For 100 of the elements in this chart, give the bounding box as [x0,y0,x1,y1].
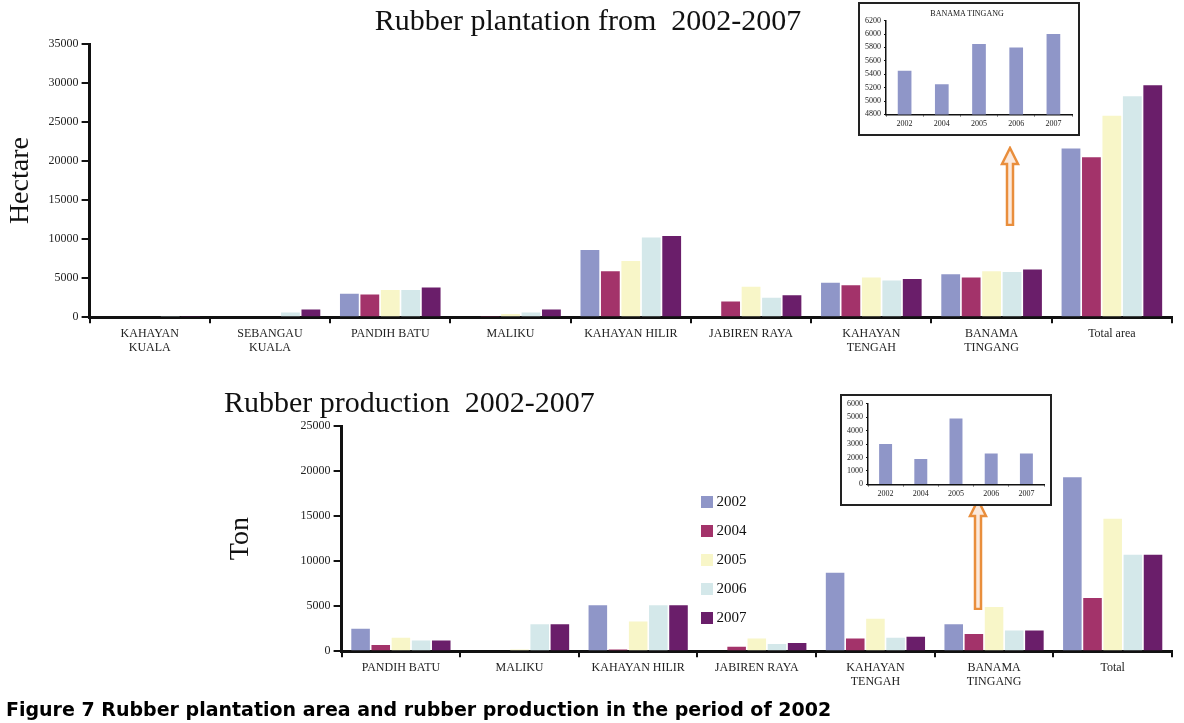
bar [1019,453,1033,484]
bar [741,286,761,317]
y-tick-label: 6000 [847,398,863,408]
y-tick-label: 15000 [48,192,79,207]
x-tick-label: PANDIH BATU [361,659,441,674]
bar [550,624,570,651]
y-tick-label: 5000 [306,598,331,613]
bar [621,261,641,317]
x-tick-label: SEBANGAU KUALA [237,325,303,354]
x-tick-label: BANAMA TINGANG [964,325,1020,354]
caption: Figure 7 Rubber plantation area and rubber production in the period of 2002 [6,698,832,720]
bar [580,250,600,317]
bar [1025,630,1044,651]
y-tick-label: 5800 [865,42,881,52]
x-tick-label: JABIREN RAYA [709,325,794,340]
y-tick-label: 10000 [300,553,331,568]
bar [866,618,885,651]
x-tick-label: 2005 [971,119,987,129]
bar [949,418,963,484]
bar [411,640,431,651]
chart-title: Rubber production 2002-2007 [224,384,595,418]
y-tick-label: 5000 [54,270,79,285]
bar [902,278,922,317]
legend-label: 2007 [716,609,747,627]
bar [1004,630,1024,651]
legend-label: 2004 [716,522,747,540]
y-tick-label: 6000 [865,29,881,39]
bar [961,277,981,317]
bar [1063,477,1082,651]
bar [421,287,441,317]
y-tick-label: 20000 [48,153,79,168]
bar [841,285,861,317]
bar [906,636,926,651]
bar [882,280,902,317]
bar [787,643,807,651]
bar [1123,554,1143,651]
x-tick-label: MALIKU [486,325,535,340]
bar [1102,115,1122,317]
y-tick-label: 2000 [847,452,863,462]
legend-label: 2006 [716,580,747,598]
x-tick-label: Total area [1088,325,1137,340]
x-tick-label: KAHAYAN HILIR [584,325,678,340]
bar [1023,269,1042,317]
y-tick-label: 4000 [847,425,863,435]
bar [360,294,380,317]
bar [944,624,963,651]
bar [845,638,865,651]
x-tick-label: 2006 [1008,119,1025,129]
bar [984,453,998,484]
bar [628,621,648,651]
x-tick-label: BANAMA TINGANG [966,659,1022,688]
bar [984,607,1004,651]
bar [662,236,682,317]
y-tick-label: 4800 [865,109,881,119]
y-tick-label: 25000 [300,418,331,433]
bar [982,271,1002,317]
y-tick-label: 5000 [865,96,881,106]
bar [542,309,561,317]
bar [669,605,688,651]
y-tick-label: 10000 [48,231,79,246]
bar [767,643,787,651]
bar [351,628,370,651]
bar [1061,148,1081,317]
chart-title: Rubber plantation from 2002-2007 [374,2,802,36]
y-tick-label: 35000 [48,36,79,51]
bar [825,572,845,651]
bar [861,277,881,317]
bar [886,637,905,651]
y-tick-label: 0 [859,479,863,489]
bar [600,271,620,317]
x-tick-label: 2007 [1045,119,1062,129]
bar [782,295,802,317]
bar [914,458,928,484]
y-tick-label: 15000 [300,508,331,523]
y-tick-label: 5200 [865,82,881,92]
x-tick-label: 2002 [896,119,913,129]
bar [339,293,359,317]
chart-title: BANAMA TINGANG [930,8,1004,18]
x-tick-label: JABIREN RAYA [714,659,800,674]
x-tick-label: 2004 [933,119,950,129]
legend-label: 2005 [716,551,747,569]
bar [401,289,421,317]
bar [501,314,520,317]
bar [1122,96,1142,317]
x-tick-label: 2005 [948,489,964,499]
bar [380,289,400,317]
y-tick-label: 25000 [48,114,79,129]
x-tick-label: KAHAYAN HILIR [591,659,685,674]
bar [391,637,411,651]
x-tick-label: KAHAYAN KUALA [120,325,180,354]
y-tick-label: 5600 [865,55,881,65]
y-tick-label: 5000 [847,412,863,422]
y-tick-label: 1000 [847,466,863,476]
bar [1103,518,1122,651]
y-tick-label: 30000 [48,75,79,90]
bar [821,282,840,317]
x-tick-label: 2007 [1018,489,1035,499]
y-tick-label: 0 [324,643,331,658]
bar [964,634,984,651]
bar [1002,271,1022,317]
